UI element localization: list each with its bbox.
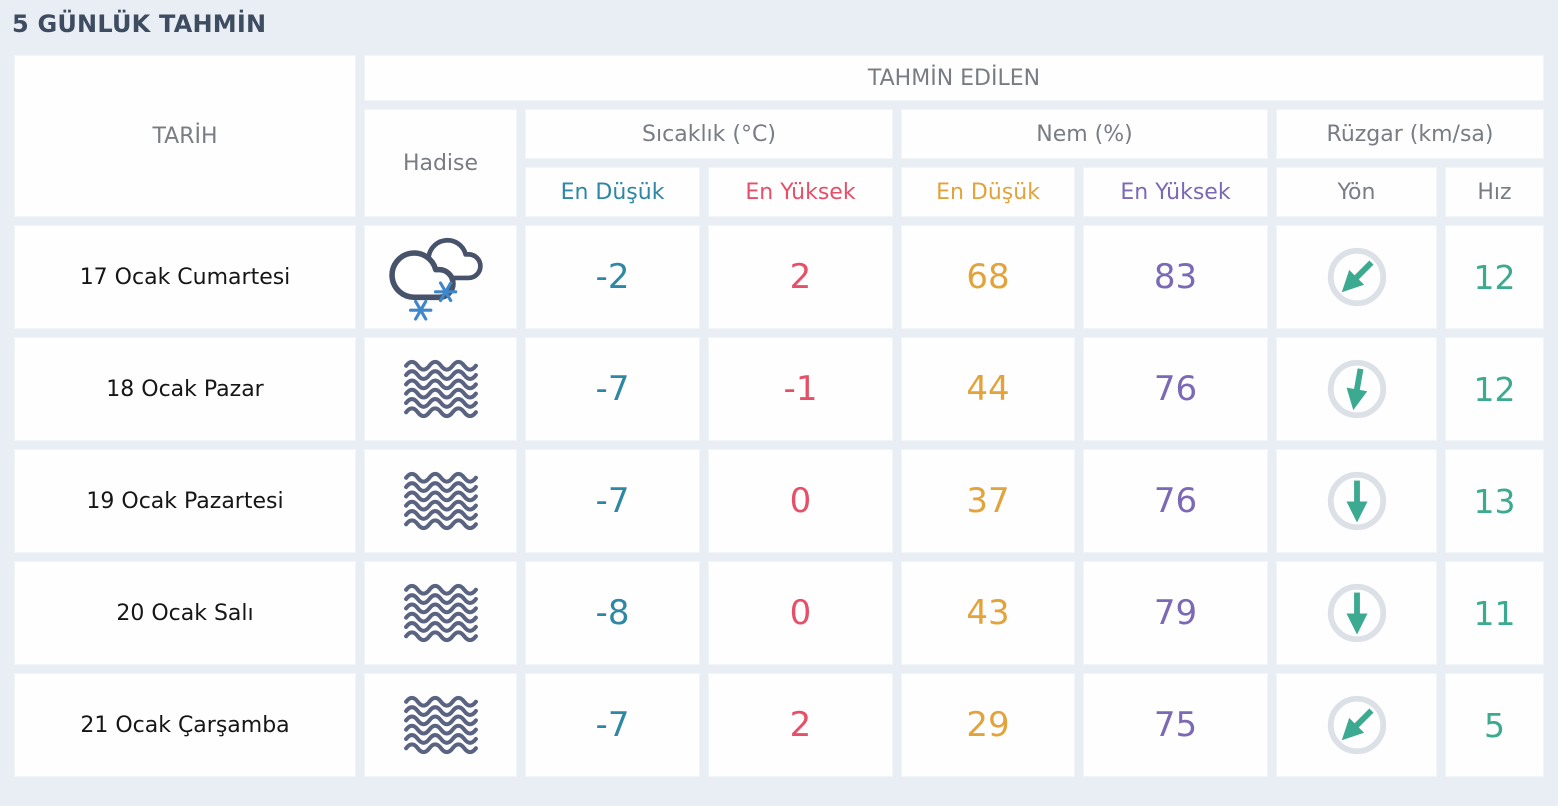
page-title: 5 GÜNLÜK TAHMİN bbox=[12, 10, 267, 38]
hum-max-value: 83 bbox=[1083, 225, 1268, 329]
table-row-date: 19 Ocak Pazartesi bbox=[14, 449, 356, 553]
temp-min-value: -2 bbox=[525, 225, 700, 329]
temp-min-value: -8 bbox=[525, 561, 700, 665]
hum-min-value: 68 bbox=[901, 225, 1075, 329]
wind-direction-cell bbox=[1276, 561, 1437, 665]
wind-direction-cell bbox=[1276, 673, 1437, 777]
wind-direction-icon bbox=[1327, 695, 1386, 755]
temp-max-value: -1 bbox=[708, 337, 893, 441]
weather-event-cell bbox=[364, 337, 517, 441]
temp-min-value: -7 bbox=[525, 673, 700, 777]
column-header-event: Hadise bbox=[364, 109, 517, 217]
wind-speed-value: 5 bbox=[1445, 673, 1544, 777]
hum-min-value: 37 bbox=[901, 449, 1075, 553]
fog-icon bbox=[403, 470, 479, 532]
weather-event-cell bbox=[364, 449, 517, 553]
temp-min-value: -7 bbox=[525, 449, 700, 553]
wind-speed-value: 11 bbox=[1445, 561, 1544, 665]
temp-min-value: -7 bbox=[525, 337, 700, 441]
fog-icon bbox=[403, 358, 479, 420]
table-row-date: 17 Ocak Cumartesi bbox=[14, 225, 356, 329]
hum-min-value: 44 bbox=[901, 337, 1075, 441]
column-header-temp-min: En Düşük bbox=[525, 167, 700, 217]
hum-min-value: 43 bbox=[901, 561, 1075, 665]
column-header-temp-max: En Yüksek bbox=[708, 167, 893, 217]
wind-direction-cell bbox=[1276, 337, 1437, 441]
fog-icon bbox=[403, 694, 479, 756]
column-group-temperature: Sıcaklık (°C) bbox=[525, 109, 893, 159]
hum-max-value: 79 bbox=[1083, 561, 1268, 665]
column-group-wind: Rüzgar (km/sa) bbox=[1276, 109, 1544, 159]
weather-event-cell bbox=[364, 225, 517, 329]
forecast-table: TARİH TAHMİN EDİLEN Hadise Sıcaklık (°C)… bbox=[14, 55, 1544, 777]
temp-max-value: 0 bbox=[708, 449, 893, 553]
wind-direction-icon bbox=[1327, 247, 1386, 307]
temp-max-value: 2 bbox=[708, 673, 893, 777]
column-header-predicted: TAHMİN EDİLEN bbox=[364, 55, 1544, 101]
hum-max-value: 76 bbox=[1083, 449, 1268, 553]
weather-event-cell bbox=[364, 561, 517, 665]
column-header-wind-speed: Hız bbox=[1445, 167, 1544, 217]
column-header-date: TARİH bbox=[14, 55, 356, 217]
temp-max-value: 0 bbox=[708, 561, 893, 665]
hum-max-value: 76 bbox=[1083, 337, 1268, 441]
table-row-date: 21 Ocak Çarşamba bbox=[14, 673, 356, 777]
hum-max-value: 75 bbox=[1083, 673, 1268, 777]
weather-event-cell bbox=[364, 673, 517, 777]
wind-direction-icon bbox=[1327, 583, 1386, 643]
snow-icon bbox=[389, 229, 493, 321]
wind-direction-cell bbox=[1276, 449, 1437, 553]
wind-direction-icon bbox=[1327, 471, 1386, 531]
fog-icon bbox=[403, 582, 479, 644]
wind-direction-cell bbox=[1276, 225, 1437, 329]
temp-max-value: 2 bbox=[708, 225, 893, 329]
wind-speed-value: 13 bbox=[1445, 449, 1544, 553]
table-row-date: 20 Ocak Salı bbox=[14, 561, 356, 665]
wind-speed-value: 12 bbox=[1445, 337, 1544, 441]
table-row-date: 18 Ocak Pazar bbox=[14, 337, 356, 441]
column-group-humidity: Nem (%) bbox=[901, 109, 1268, 159]
column-header-wind-dir: Yön bbox=[1276, 167, 1437, 217]
hum-min-value: 29 bbox=[901, 673, 1075, 777]
wind-speed-value: 12 bbox=[1445, 225, 1544, 329]
column-header-hum-max: En Yüksek bbox=[1083, 167, 1268, 217]
wind-direction-icon bbox=[1327, 359, 1386, 419]
column-header-hum-min: En Düşük bbox=[901, 167, 1075, 217]
